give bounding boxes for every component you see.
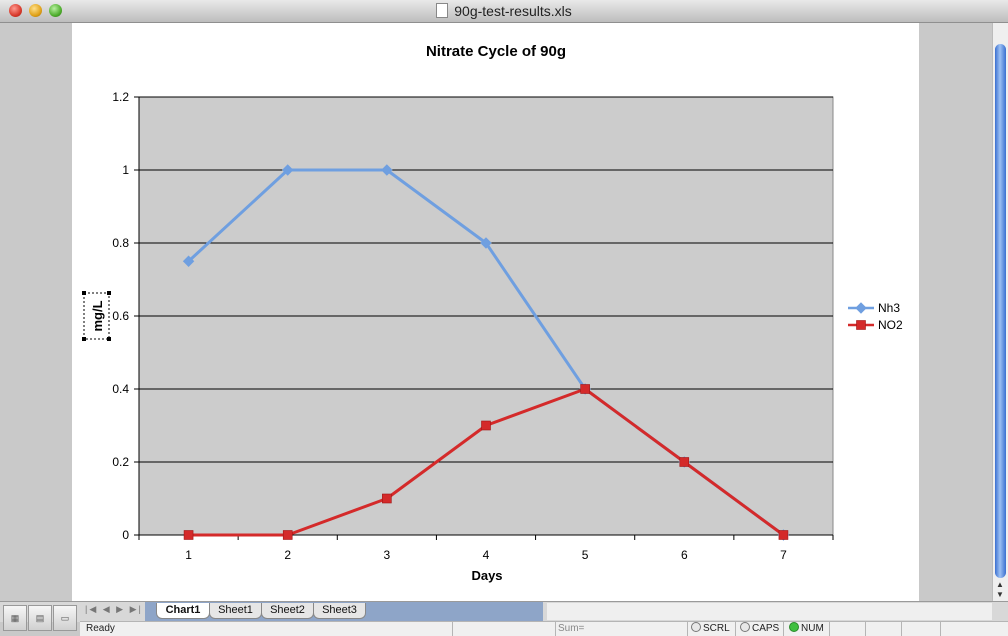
status-bar: Ready Sum= SCRL CAPS NUM	[80, 621, 1008, 636]
scroll-lock-label: SCRL	[703, 623, 730, 634]
x-tick-label: 7	[780, 548, 787, 562]
window-title-bar: 90g-test-results.xls	[0, 0, 1008, 23]
page-layout-view-icon[interactable]: ▤	[28, 605, 52, 631]
legend-item[interactable]: NO2	[848, 318, 903, 332]
close-window-button[interactable]	[9, 4, 22, 17]
y-tick-label: 1	[122, 163, 129, 177]
data-point[interactable]	[282, 530, 293, 540]
selection-handle[interactable]	[82, 291, 86, 295]
status-divider	[735, 622, 736, 636]
x-tick-label: 1	[185, 548, 192, 562]
x-tick-label: 6	[681, 548, 688, 562]
scroll-lock-light-icon	[691, 622, 701, 632]
status-ready: Ready	[86, 623, 115, 634]
status-divider	[829, 622, 830, 636]
vertical-scroll-thumb[interactable]	[995, 44, 1006, 578]
sheet-navigation-arrows-icon[interactable]: |◀ ◀ ▶ ▶|	[85, 604, 143, 614]
data-point[interactable]	[778, 530, 789, 540]
status-divider	[555, 622, 556, 636]
y-tick-label: 0.8	[112, 236, 129, 250]
status-divider	[901, 622, 902, 636]
chart-title[interactable]: Nitrate Cycle of 90g	[426, 43, 566, 60]
legend-item[interactable]: Nh3	[848, 301, 900, 315]
chart-page[interactable]: Nitrate Cycle of 90g 0 0.2 0.4 0.6 0.8 1 1.2 1…	[72, 23, 919, 601]
normal-view-icon[interactable]: ▦	[3, 605, 27, 631]
data-point[interactable]	[679, 457, 690, 467]
sheet-tab-strip: |◀ ◀ ▶ ▶| Chart1 Sheet1 Sheet2 Sheet3	[0, 601, 1008, 622]
x-tick-label: 3	[384, 548, 391, 562]
x-axis-title[interactable]: Days	[471, 568, 502, 583]
horizontal-scrollbar[interactable]	[547, 603, 992, 620]
num-lock-indicator: NUM	[789, 622, 824, 636]
window-title: 90g-test-results.xls	[0, 3, 1008, 19]
gridlines	[138, 96, 833, 536]
scroll-down-arrow-icon[interactable]: ▼	[996, 590, 1004, 599]
num-lock-label: NUM	[801, 623, 824, 634]
data-point[interactable]	[282, 164, 294, 176]
data-point[interactable]	[480, 237, 492, 249]
status-divider	[940, 622, 941, 636]
tab-sheet3[interactable]: Sheet3	[313, 603, 366, 619]
series-layer[interactable]	[182, 164, 790, 541]
status-sum: Sum=	[558, 623, 585, 634]
status-divider	[452, 622, 453, 636]
view-buttons: ▦ ▤ ▭	[3, 605, 78, 631]
x-tick-label: 2	[284, 548, 291, 562]
y-tick-label: 0.6	[112, 309, 129, 323]
scroll-lock-indicator: SCRL	[691, 622, 730, 636]
tab-chart1[interactable]: Chart1	[156, 603, 210, 619]
y-axis-tick-labels: 0 0.2 0.4 0.6 0.8 1 1.2	[112, 90, 139, 542]
line-chart[interactable]: Nitrate Cycle of 90g 0 0.2 0.4 0.6 0.8 1 1.2 1…	[72, 23, 919, 601]
document-icon	[436, 3, 449, 18]
minimize-window-button[interactable]	[29, 4, 42, 17]
x-tick-label: 5	[582, 548, 589, 562]
y-tick-label: 1.2	[112, 90, 129, 104]
sheet-tabs: Chart1 Sheet1 Sheet2 Sheet3	[145, 602, 543, 621]
data-point[interactable]	[183, 530, 194, 540]
y-axis-title-selection	[83, 292, 110, 340]
data-point[interactable]	[182, 255, 195, 267]
num-lock-light-icon	[789, 622, 799, 632]
status-divider	[687, 622, 688, 636]
y-tick-label: 0.2	[112, 455, 129, 469]
x-tick-label: 4	[483, 548, 490, 562]
data-point[interactable]	[381, 164, 393, 176]
tab-sheet1[interactable]: Sheet1	[209, 603, 262, 619]
zoom-window-button[interactable]	[49, 4, 62, 17]
selection-handle[interactable]	[107, 337, 111, 341]
legend-label: NO2	[878, 318, 903, 332]
scroll-up-arrow-icon[interactable]: ▲	[996, 580, 1004, 589]
legend-label: Nh3	[878, 301, 900, 315]
y-axis-title-group[interactable]: mg/L	[82, 291, 111, 341]
window-title-text: 90g-test-results.xls	[454, 3, 572, 19]
series-no2[interactable]	[183, 384, 789, 540]
x-axis-tick-labels: 1 2 3 4 5 6 7	[138, 535, 834, 562]
status-divider	[783, 622, 784, 636]
tab-sheet2[interactable]: Sheet2	[261, 603, 314, 619]
data-point[interactable]	[382, 493, 392, 504]
data-point[interactable]	[580, 384, 590, 394]
data-point[interactable]	[481, 420, 491, 431]
vertical-scrollbar[interactable]: ▲ ▼	[992, 23, 1008, 601]
page-break-view-icon[interactable]: ▭	[53, 605, 77, 631]
status-divider	[865, 622, 866, 636]
legend-marker[interactable]	[856, 320, 866, 330]
caps-lock-light-icon	[740, 622, 750, 632]
caps-lock-label: CAPS	[752, 623, 780, 634]
y-tick-label: 0.4	[112, 382, 129, 396]
selection-handle[interactable]	[107, 291, 111, 295]
y-axis-title[interactable]: mg/L	[90, 300, 105, 331]
y-tick-label: 0	[122, 528, 129, 542]
caps-lock-indicator: CAPS	[740, 622, 779, 636]
selection-handle[interactable]	[82, 337, 86, 341]
legend-marker[interactable]	[855, 302, 867, 314]
